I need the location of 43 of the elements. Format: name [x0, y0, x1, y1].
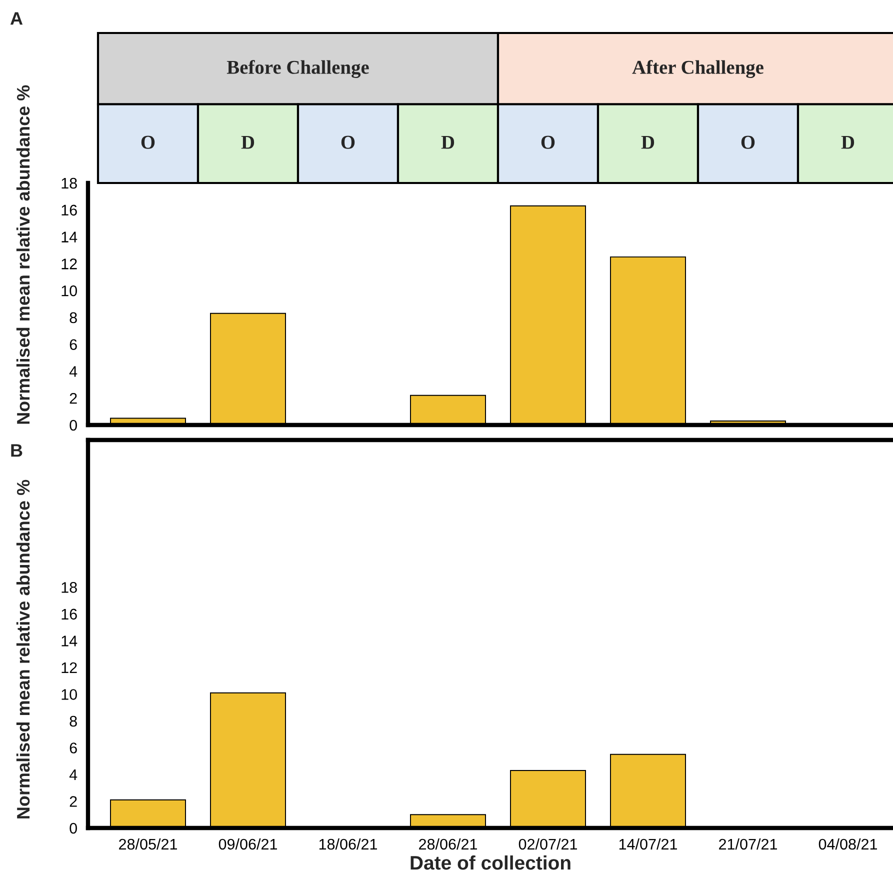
y-tick-label: 10 — [62, 689, 77, 700]
y-tick-label: 6 — [70, 339, 77, 350]
x-tick-label: 04/08/21 — [818, 838, 877, 850]
x-tick-label: 28/06/21 — [419, 838, 477, 850]
x-axis-title: Date of collection — [410, 855, 570, 870]
text: O — [341, 136, 355, 149]
y-tick-label: 18 — [62, 178, 77, 189]
y-tick-label: 2 — [70, 392, 77, 404]
x-tick-label: 14/07/21 — [619, 838, 677, 850]
chart-title: A — [10, 12, 23, 25]
y-tick-label: 0 — [70, 822, 77, 834]
text: O — [741, 136, 755, 149]
y-tick-label: 12 — [62, 662, 77, 673]
y-tick-label: 0 — [70, 420, 77, 431]
y-tick-label: 16 — [62, 608, 77, 620]
x-tick-label: 02/07/21 — [518, 838, 577, 850]
y-tick-label: 8 — [70, 716, 77, 727]
y-tick-label: 12 — [62, 258, 77, 270]
x-tick-label: 28/05/21 — [119, 838, 177, 850]
text: D — [241, 136, 254, 149]
y-tick-label: 4 — [69, 770, 78, 780]
y-tick-label: 2 — [70, 796, 77, 807]
y-axis-title: Normalised mean relative abundance % — [16, 85, 30, 424]
x-tick-label: 09/06/21 — [218, 838, 277, 850]
y-tick-label: 4 — [69, 366, 78, 377]
text: D — [641, 136, 654, 149]
y-tick-label: 16 — [62, 204, 77, 216]
text: O — [541, 136, 555, 149]
text: O — [141, 136, 155, 149]
x-tick-label: 18/06/21 — [319, 838, 377, 850]
y-tick-label: 10 — [62, 285, 77, 296]
y-tick-label: 18 — [62, 582, 77, 593]
x-tick-label: 21/07/21 — [719, 838, 777, 850]
y-tick-label: 14 — [62, 232, 78, 242]
text: Before Challenge — [226, 60, 369, 78]
y-axis-title: Normalised mean relative abundance % — [16, 480, 30, 818]
text: D — [441, 136, 454, 149]
y-tick-label: 6 — [70, 742, 77, 754]
text: After Challenge — [632, 60, 764, 78]
chart-title: B — [11, 444, 22, 457]
y-tick-label: 14 — [62, 636, 78, 646]
y-tick-label: 8 — [70, 312, 77, 324]
text: D — [841, 136, 854, 149]
